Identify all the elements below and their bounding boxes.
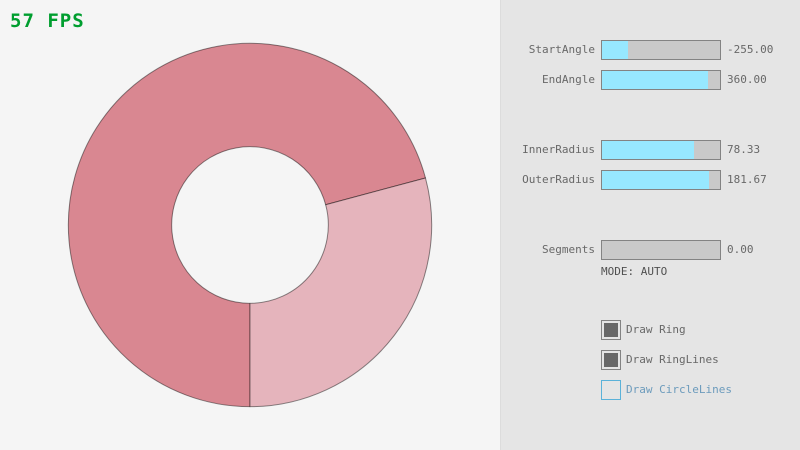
- checkbox-draw-circlelines[interactable]: [601, 380, 621, 400]
- checkbox-draw-ring[interactable]: [601, 320, 621, 340]
- ring-segment-single: [249, 177, 433, 408]
- slider-value-segments: 0.00: [727, 243, 754, 256]
- slider-fill-inner-radius: [602, 141, 695, 159]
- slider-row-inner-radius: InnerRadius 78.33: [501, 140, 800, 160]
- checkbox-label-draw-ring: Draw Ring: [626, 323, 686, 336]
- slider-fill-end-angle: [602, 71, 709, 89]
- checkbox-check-mark: [604, 353, 618, 367]
- slider-label-start-angle: StartAngle: [528, 43, 595, 56]
- slider-start-angle[interactable]: [601, 40, 721, 60]
- checkbox-label-draw-circlelines: Draw CircleLines: [626, 383, 732, 396]
- slider-label-end-angle: EndAngle: [542, 73, 595, 86]
- mode-text: MODE: AUTO: [601, 265, 668, 278]
- slider-value-start-angle: -255.00: [727, 43, 774, 56]
- slider-label-inner-radius: InnerRadius: [522, 143, 595, 156]
- slider-label-outer-radius: OuterRadius: [522, 173, 595, 186]
- slider-end-angle[interactable]: [601, 70, 721, 90]
- checkbox-draw-ringlines[interactable]: [601, 350, 621, 370]
- slider-row-segments: Segments 0.00: [501, 240, 800, 260]
- slider-row-end-angle: EndAngle 360.00: [501, 70, 800, 90]
- slider-fill-start-angle: [602, 41, 628, 59]
- slider-value-inner-radius: 78.33: [727, 143, 761, 156]
- ring-segment-overlap: [67, 42, 427, 408]
- checkbox-row-draw-circlelines: Draw CircleLines: [601, 380, 800, 400]
- control-panel: StartAngle -255.00 EndAngle 360.00 Inner…: [500, 0, 800, 450]
- checkbox-row-draw-ring: Draw Ring: [601, 320, 800, 340]
- checkbox-label-draw-ringlines: Draw RingLines: [626, 353, 719, 366]
- slider-inner-radius[interactable]: [601, 140, 721, 160]
- slider-fill-outer-radius: [602, 171, 710, 189]
- checkbox-row-draw-ringlines: Draw RingLines: [601, 350, 800, 370]
- slider-row-start-angle: StartAngle -255.00: [501, 40, 800, 60]
- slider-value-end-angle: 360.00: [727, 73, 767, 86]
- slider-outer-radius[interactable]: [601, 170, 721, 190]
- slider-row-outer-radius: OuterRadius 181.67: [501, 170, 800, 190]
- slider-value-outer-radius: 181.67: [727, 173, 767, 186]
- fps-counter: 57 FPS: [10, 10, 85, 32]
- checkbox-check-mark: [604, 323, 618, 337]
- slider-segments[interactable]: [601, 240, 721, 260]
- slider-label-segments: Segments: [542, 243, 595, 256]
